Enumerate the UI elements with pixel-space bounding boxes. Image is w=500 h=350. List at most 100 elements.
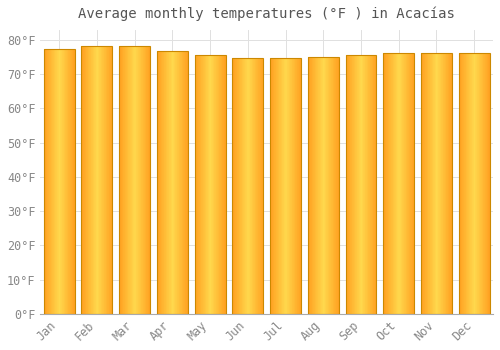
Bar — [285, 58, 286, 314]
Bar — [82, 46, 84, 314]
Bar — [261, 58, 262, 314]
Bar — [469, 53, 470, 314]
Bar — [215, 55, 216, 314]
Bar — [320, 57, 321, 314]
Bar — [360, 55, 361, 314]
Bar — [242, 58, 243, 314]
Bar — [97, 46, 98, 314]
Bar — [447, 52, 448, 314]
Bar — [324, 57, 325, 314]
Bar — [349, 55, 350, 314]
Bar — [401, 53, 402, 314]
Bar — [105, 46, 106, 314]
Bar — [482, 53, 483, 314]
Bar — [174, 51, 175, 314]
Bar — [294, 58, 295, 314]
Bar — [214, 55, 215, 314]
Bar — [366, 55, 367, 314]
Bar — [292, 58, 293, 314]
Bar — [108, 46, 110, 314]
Bar — [470, 53, 471, 314]
Bar — [488, 53, 489, 314]
Bar — [71, 49, 72, 314]
Bar — [460, 53, 461, 314]
Bar — [111, 46, 112, 314]
Bar — [484, 53, 486, 314]
Bar — [353, 55, 354, 314]
Bar — [68, 49, 69, 314]
Bar — [325, 57, 326, 314]
Bar — [287, 58, 288, 314]
Bar — [314, 57, 315, 314]
Bar — [440, 52, 441, 314]
Bar — [241, 58, 242, 314]
Bar — [120, 46, 121, 314]
Bar — [422, 52, 423, 314]
Bar — [350, 55, 351, 314]
Bar — [204, 55, 205, 314]
Bar — [107, 46, 108, 314]
Bar — [272, 58, 273, 314]
Bar — [122, 46, 123, 314]
Bar — [253, 58, 254, 314]
Bar — [44, 49, 45, 314]
Bar — [239, 58, 240, 314]
Bar — [142, 46, 144, 314]
Bar — [123, 46, 124, 314]
Bar — [187, 51, 188, 314]
Bar — [124, 46, 126, 314]
Bar — [60, 49, 61, 314]
Bar — [281, 58, 282, 314]
Bar — [348, 55, 349, 314]
Bar — [336, 57, 337, 314]
Bar — [461, 53, 462, 314]
Bar — [296, 58, 298, 314]
Bar — [449, 52, 450, 314]
Bar — [465, 53, 466, 314]
Bar — [180, 51, 181, 314]
Bar — [386, 53, 387, 314]
Bar — [64, 49, 66, 314]
Bar — [429, 52, 430, 314]
Bar — [475, 53, 476, 314]
Bar — [408, 53, 410, 314]
Bar — [236, 58, 238, 314]
Bar — [396, 53, 397, 314]
Bar — [186, 51, 187, 314]
Bar — [489, 53, 490, 314]
Bar — [337, 57, 338, 314]
Bar — [198, 55, 199, 314]
Bar — [67, 49, 68, 314]
Bar — [213, 55, 214, 314]
Bar — [165, 51, 166, 314]
Bar — [200, 55, 201, 314]
Bar — [374, 55, 375, 314]
Bar — [282, 58, 283, 314]
Bar — [319, 57, 320, 314]
Bar — [84, 46, 85, 314]
Bar — [82, 46, 112, 314]
Bar — [251, 58, 252, 314]
Bar — [167, 51, 168, 314]
Bar — [479, 53, 480, 314]
Bar — [131, 46, 132, 314]
Bar — [346, 55, 347, 314]
Bar — [99, 46, 100, 314]
Bar — [157, 51, 158, 314]
Bar — [199, 55, 200, 314]
Bar — [63, 49, 64, 314]
Bar — [430, 52, 431, 314]
Bar — [316, 57, 317, 314]
Bar — [434, 52, 435, 314]
Bar — [258, 58, 259, 314]
Bar — [149, 46, 150, 314]
Bar — [137, 46, 138, 314]
Bar — [368, 55, 369, 314]
Bar — [69, 49, 70, 314]
Bar — [234, 58, 235, 314]
Bar — [442, 52, 444, 314]
Bar — [86, 46, 87, 314]
Bar — [205, 55, 206, 314]
Bar — [300, 58, 301, 314]
Bar — [54, 49, 55, 314]
